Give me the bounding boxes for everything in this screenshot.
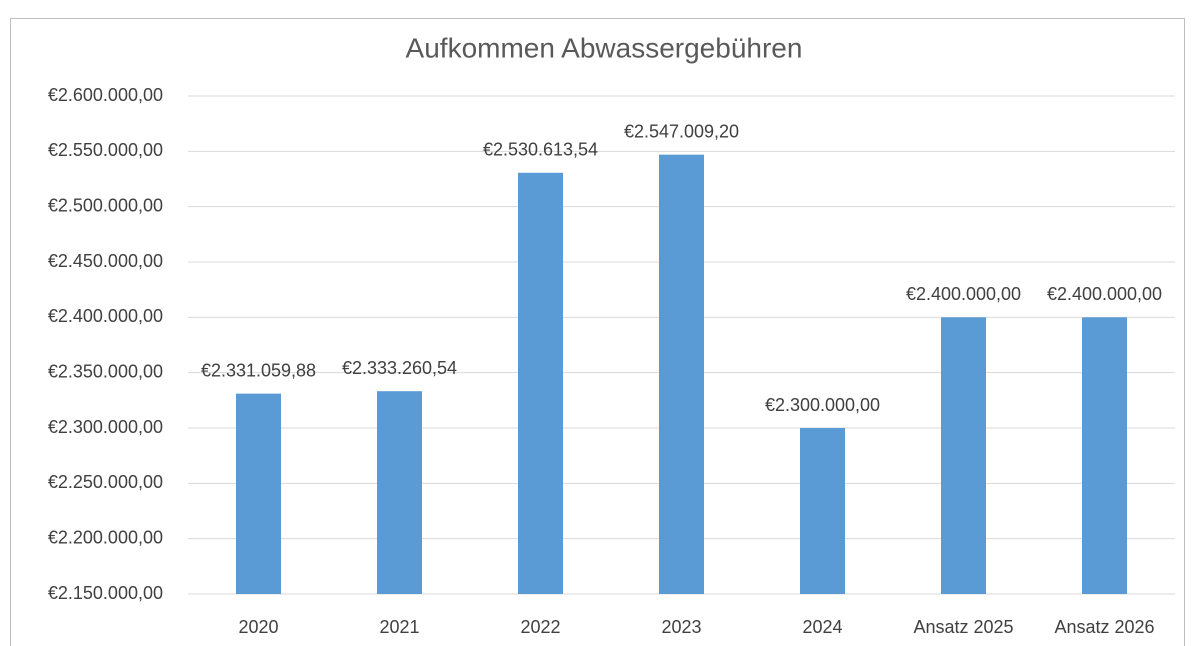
x-tick-label: 2024 [802, 617, 842, 637]
bar [377, 391, 422, 594]
data-label: €2.547.009,20 [624, 121, 739, 141]
x-tick-label: Ansatz 2026 [1054, 617, 1154, 637]
x-tick-label: 2023 [661, 617, 701, 637]
data-label: €2.333.260,54 [342, 358, 457, 378]
data-label: €2.400.000,00 [1047, 284, 1162, 304]
y-tick-label: €2.450.000,00 [48, 251, 163, 271]
x-tick-label: 2021 [379, 617, 419, 637]
chart-border [10, 18, 1185, 646]
y-tick-label: €2.300.000,00 [48, 417, 163, 437]
y-tick-label: €2.500.000,00 [48, 195, 163, 215]
y-tick-label: €2.250.000,00 [48, 472, 163, 492]
x-tick-label: Ansatz 2025 [913, 617, 1013, 637]
y-tick-label: €2.550.000,00 [48, 140, 163, 160]
x-tick-label: 2020 [238, 617, 278, 637]
data-label: €2.400.000,00 [906, 284, 1021, 304]
x-tick-label: 2022 [520, 617, 560, 637]
data-label: €2.530.613,54 [483, 140, 598, 160]
data-label: €2.300.000,00 [765, 395, 880, 415]
bar [1082, 317, 1127, 594]
bar [236, 393, 281, 594]
bar [518, 172, 563, 594]
y-tick-label: €2.350.000,00 [48, 361, 163, 381]
y-tick-label: €2.600.000,00 [48, 85, 163, 105]
chart-title: Aufkommen Abwassergebühren [406, 32, 803, 63]
y-tick-label: €2.200.000,00 [48, 527, 163, 547]
bar [941, 317, 986, 594]
y-tick-label: €2.400.000,00 [48, 306, 163, 326]
y-tick-label: €2.150.000,00 [48, 583, 163, 603]
bar [800, 428, 845, 594]
bar [659, 154, 704, 594]
data-label: €2.331.059,88 [201, 360, 316, 380]
